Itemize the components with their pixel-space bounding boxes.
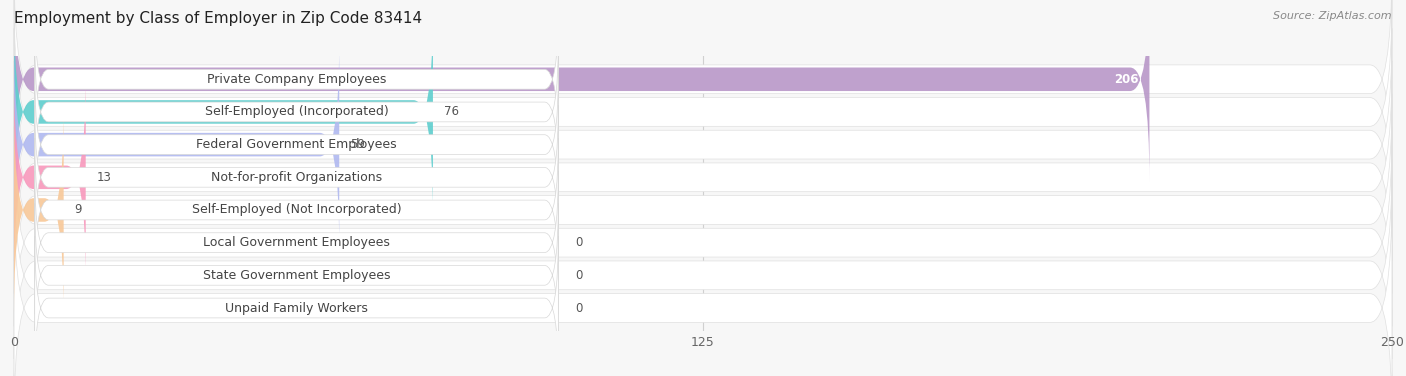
Text: State Government Employees: State Government Employees	[202, 269, 391, 282]
FancyBboxPatch shape	[35, 73, 558, 217]
FancyBboxPatch shape	[14, 75, 86, 280]
Text: 0: 0	[575, 302, 582, 314]
FancyBboxPatch shape	[14, 28, 1392, 261]
FancyBboxPatch shape	[35, 8, 558, 151]
FancyBboxPatch shape	[35, 40, 558, 184]
Text: 59: 59	[350, 138, 366, 151]
Text: Private Company Employees: Private Company Employees	[207, 73, 387, 86]
FancyBboxPatch shape	[14, 108, 63, 312]
FancyBboxPatch shape	[14, 0, 1392, 196]
FancyBboxPatch shape	[35, 236, 558, 376]
FancyBboxPatch shape	[35, 106, 558, 249]
FancyBboxPatch shape	[14, 61, 1392, 294]
Text: Federal Government Employees: Federal Government Employees	[197, 138, 396, 151]
Text: 76: 76	[444, 105, 458, 118]
Text: 13: 13	[97, 171, 111, 184]
Text: 206: 206	[1114, 73, 1139, 86]
FancyBboxPatch shape	[14, 94, 1392, 326]
FancyBboxPatch shape	[14, 42, 339, 247]
FancyBboxPatch shape	[14, 192, 1392, 376]
Text: Unpaid Family Workers: Unpaid Family Workers	[225, 302, 368, 314]
Text: 0: 0	[575, 236, 582, 249]
FancyBboxPatch shape	[14, 159, 1392, 376]
FancyBboxPatch shape	[14, 9, 433, 215]
FancyBboxPatch shape	[14, 0, 1392, 228]
Text: 0: 0	[575, 269, 582, 282]
FancyBboxPatch shape	[14, 0, 1150, 182]
Text: Source: ZipAtlas.com: Source: ZipAtlas.com	[1274, 11, 1392, 21]
FancyBboxPatch shape	[35, 171, 558, 314]
Text: Self-Employed (Not Incorporated): Self-Employed (Not Incorporated)	[191, 203, 401, 217]
FancyBboxPatch shape	[35, 203, 558, 347]
Text: Employment by Class of Employer in Zip Code 83414: Employment by Class of Employer in Zip C…	[14, 11, 422, 26]
Text: Local Government Employees: Local Government Employees	[202, 236, 389, 249]
FancyBboxPatch shape	[14, 126, 1392, 359]
Text: 9: 9	[75, 203, 82, 217]
Text: Not-for-profit Organizations: Not-for-profit Organizations	[211, 171, 382, 184]
FancyBboxPatch shape	[35, 138, 558, 282]
Text: Self-Employed (Incorporated): Self-Employed (Incorporated)	[205, 105, 388, 118]
